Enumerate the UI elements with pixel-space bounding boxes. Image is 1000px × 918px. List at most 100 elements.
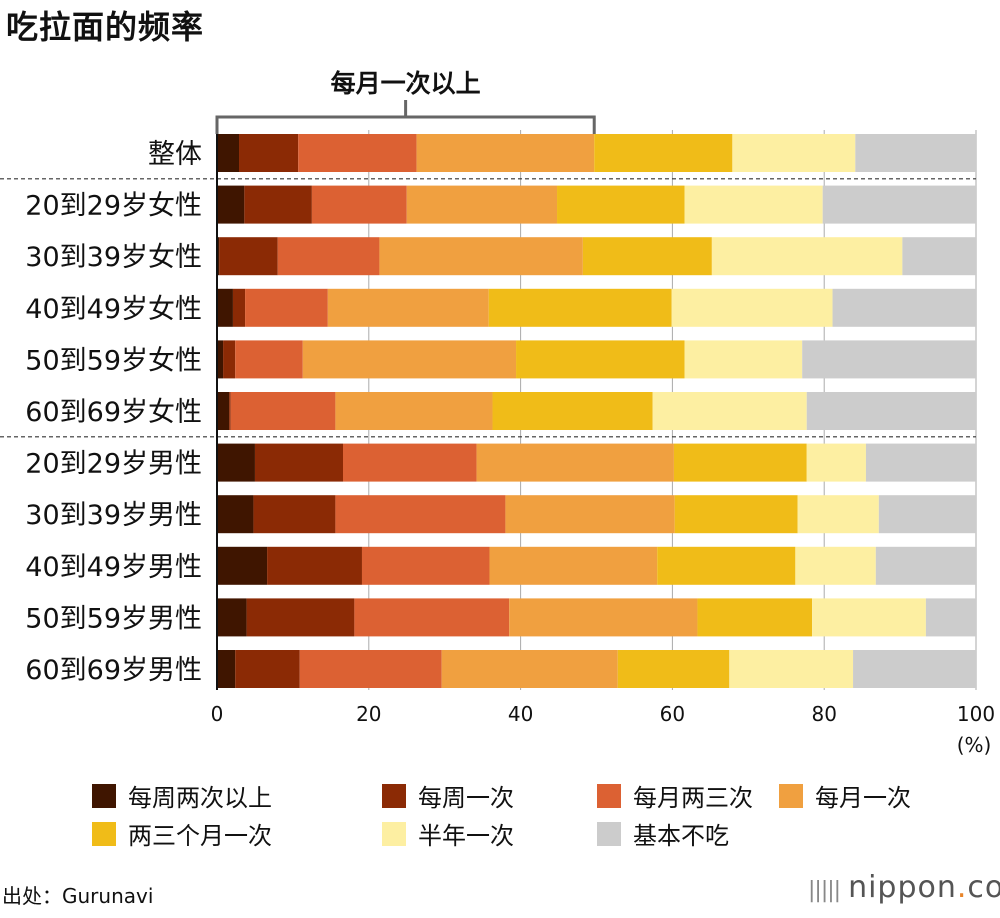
legend-item: 两三个月一次: [92, 816, 272, 851]
bar-row: [217, 340, 976, 379]
bar-segment: [219, 237, 278, 276]
legend-item: 每周一次: [382, 778, 514, 813]
bar-segment: [516, 340, 685, 379]
group-separators: [0, 178, 976, 438]
legend-item: 基本不吃: [597, 816, 729, 851]
bar-row: [217, 546, 976, 585]
bar-segment: [875, 546, 976, 585]
bar-row: [217, 237, 976, 276]
bar-segment: [229, 392, 231, 430]
bar-segment: [855, 134, 976, 172]
source-note: 出处：Gurunavi: [2, 884, 154, 908]
bar-segment: [217, 598, 247, 637]
legend-label: 每月一次: [815, 784, 911, 812]
bar-segment: [217, 392, 230, 430]
legend-swatch: [92, 821, 116, 846]
bar-segment: [489, 546, 658, 585]
bar-segment: [902, 237, 976, 276]
bar-segment: [509, 598, 698, 637]
bar-segment: [488, 288, 672, 327]
bar-segment: [732, 134, 856, 172]
bar-segment: [232, 288, 246, 327]
bar-segment: [853, 650, 976, 688]
bar-segment: [277, 237, 380, 276]
bar-row: [217, 288, 976, 327]
bar-segment: [217, 340, 224, 379]
bar-segment: [697, 598, 813, 637]
bracket-line: [215, 115, 596, 134]
bar-segment: [652, 392, 807, 430]
bar-segment: [492, 392, 653, 430]
bar-segment: [246, 598, 355, 637]
bar-segment: [223, 340, 236, 379]
bar-segment: [925, 598, 976, 637]
bar-area: [217, 134, 976, 688]
x-axis: 0 20 40 60 80 100 (%): [211, 130, 995, 757]
bar-segment: [684, 185, 823, 224]
bar-segment: [684, 340, 803, 379]
bar-row: [217, 134, 976, 172]
legend-item: 半年一次: [382, 816, 514, 851]
bar-segment: [582, 237, 712, 276]
bar-segment: [217, 546, 268, 585]
x-tick-label: 100: [957, 702, 995, 726]
category-label: 40到49岁男性: [25, 552, 202, 583]
x-tick-label: 20: [356, 702, 381, 726]
bar-segment: [361, 546, 490, 585]
category-label: 30到39岁男性: [25, 500, 202, 531]
bar-segment: [239, 134, 299, 172]
legend-item: 每周两次以上: [92, 778, 272, 813]
bar-segment: [476, 443, 674, 482]
brand-logo: |||||nippon.com: [808, 870, 1000, 905]
bar-segment: [865, 443, 976, 482]
category-label: 20到29岁男性: [25, 449, 202, 480]
unit-label: (%): [957, 733, 992, 757]
bar-segment: [311, 185, 407, 224]
bar-row: [217, 185, 976, 224]
bar-segment: [335, 392, 493, 430]
category-label: 50到59岁女性: [25, 345, 202, 376]
bar-segment: [729, 650, 854, 688]
category-label: 60到69岁女性: [25, 397, 202, 428]
bar-segment: [298, 134, 417, 172]
category-label: 40到49岁女性: [25, 294, 202, 325]
bar-segment: [217, 288, 233, 327]
brand-mark-icon: |||||: [808, 878, 841, 903]
bar-segment: [557, 185, 685, 224]
bar-segment: [230, 392, 336, 430]
bar-segment: [617, 650, 730, 688]
bar-segment: [217, 443, 255, 482]
bar-row: [217, 650, 976, 688]
bar-segment: [505, 495, 675, 534]
bar-segment: [806, 443, 866, 482]
bracket-label: 每月一次以上: [331, 69, 481, 98]
bar-segment: [217, 134, 240, 172]
category-label: 50到59岁男性: [25, 603, 202, 634]
bar-segment: [244, 185, 312, 224]
bar-segment: [235, 650, 300, 688]
x-tick-label: 0: [211, 702, 224, 726]
bar-segment: [806, 392, 976, 430]
bar-segment: [335, 495, 506, 534]
bar-segment: [217, 495, 254, 534]
bar-segment: [253, 495, 336, 534]
chart-title: 吃拉面的频率: [6, 8, 205, 46]
bar-row: [217, 495, 976, 534]
legend-label: 每周两次以上: [128, 784, 272, 812]
bar-segment: [812, 598, 926, 637]
bar-segment: [379, 237, 583, 276]
bracket-annotation: 每月一次以上: [215, 69, 596, 134]
legend-swatch: [597, 821, 621, 846]
bar-segment: [416, 134, 595, 172]
bar-segment: [441, 650, 618, 688]
bar-segment: [671, 288, 833, 327]
bar-segment: [245, 288, 328, 327]
bar-segment: [354, 598, 510, 637]
legend-swatch: [382, 783, 406, 808]
legend-swatch: [382, 821, 406, 846]
bar-row: [217, 392, 976, 430]
category-label: 60到69岁男性: [25, 655, 202, 686]
category-label: 整体: [148, 139, 202, 170]
legend-label: 基本不吃: [633, 822, 729, 850]
